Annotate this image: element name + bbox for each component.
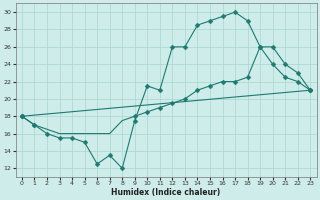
X-axis label: Humidex (Indice chaleur): Humidex (Indice chaleur) (111, 188, 221, 197)
